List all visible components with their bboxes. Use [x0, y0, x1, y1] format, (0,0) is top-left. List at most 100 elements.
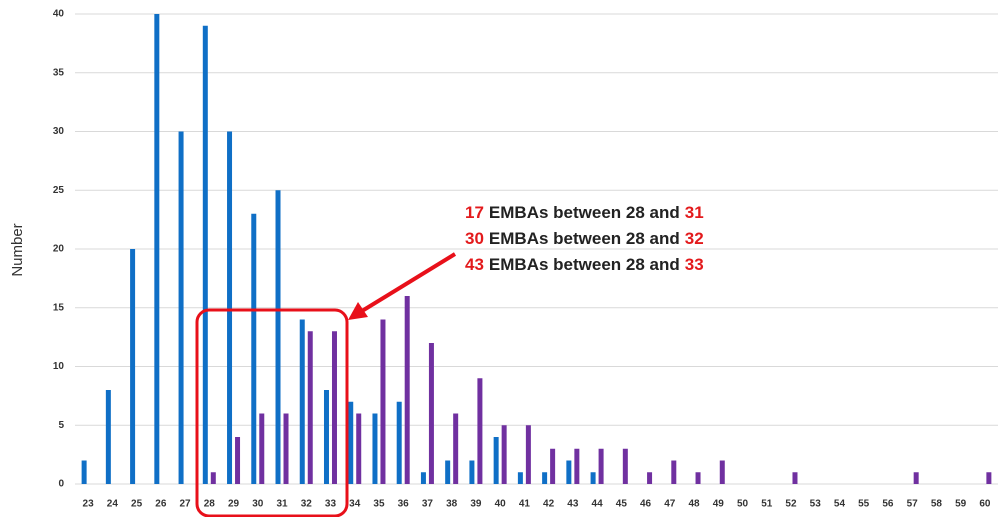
y-tick-label: 30	[53, 126, 65, 137]
bar	[542, 472, 548, 484]
bar	[210, 472, 216, 484]
annotation-text: EMBAs between 28 and	[489, 255, 680, 274]
arrow	[360, 252, 457, 313]
bar	[792, 472, 798, 484]
annotation-end: 31	[685, 203, 704, 222]
bar	[428, 343, 434, 484]
bar	[307, 331, 313, 484]
bar	[986, 472, 992, 484]
y-tick-label: 10	[53, 361, 65, 372]
bar	[719, 460, 725, 484]
x-tick-label: 60	[979, 499, 991, 510]
bar	[283, 413, 289, 484]
bar	[501, 425, 507, 484]
annotation-count: 17	[465, 203, 484, 222]
arrow-head	[348, 302, 368, 320]
bar	[259, 413, 265, 484]
bar	[469, 460, 475, 484]
bar	[227, 131, 233, 484]
bar	[202, 25, 208, 484]
x-tick-label: 55	[858, 499, 870, 510]
bar	[574, 448, 580, 484]
annotation-text: EMBAs between 28 and	[489, 229, 680, 248]
x-tick-label: 43	[567, 499, 579, 510]
x-tick-label: 37	[422, 499, 434, 510]
bar	[348, 401, 354, 484]
bar	[445, 460, 451, 484]
bar	[550, 448, 556, 484]
x-tick-label: 30	[252, 499, 264, 510]
bar	[154, 14, 160, 484]
x-tick-label: 54	[834, 499, 846, 510]
x-tick-label: 33	[325, 499, 337, 510]
x-tick-label: 59	[955, 499, 967, 510]
bar	[517, 472, 523, 484]
x-tick-label: 56	[882, 499, 894, 510]
x-tick-label: 52	[785, 499, 797, 510]
bar	[275, 190, 281, 484]
x-tick-label: 42	[543, 499, 555, 510]
x-tick-label: 31	[276, 499, 288, 510]
x-tick-label: 57	[907, 499, 919, 510]
x-tick-label: 23	[83, 499, 95, 510]
x-tick-label: 41	[519, 499, 531, 510]
x-tick-label: 27	[180, 499, 192, 510]
annotation-line: 30 EMBAs between 28 and 32	[465, 229, 704, 248]
bar	[178, 131, 184, 484]
bar	[493, 437, 499, 484]
annotation-text: EMBAs between 28 and	[489, 203, 680, 222]
highlight-box	[195, 308, 349, 517]
bar	[913, 472, 919, 484]
bar	[396, 401, 402, 484]
x-tick-label: 47	[664, 499, 676, 510]
bar	[598, 448, 604, 484]
bar	[130, 249, 136, 484]
bar	[622, 448, 628, 484]
y-tick-label: 35	[53, 67, 65, 78]
annotation: 17 EMBAs between 28 and 31 30 EMBAs between …	[465, 203, 704, 274]
x-tick-label: 38	[446, 499, 458, 510]
annotation-end: 33	[685, 255, 704, 274]
x-tick-label: 24	[107, 499, 119, 510]
x-tick-label: 26	[155, 499, 167, 510]
bar	[372, 413, 378, 484]
y-tick-label: 20	[53, 244, 65, 255]
bar	[81, 460, 87, 484]
annotation-line: 17 EMBAs between 28 and 31	[465, 203, 704, 222]
bar	[590, 472, 596, 484]
x-tick-label: 46	[640, 499, 652, 510]
y-tick-label: 40	[53, 9, 65, 20]
annotation-count: 30	[465, 229, 484, 248]
bar	[323, 390, 329, 484]
y-tick-label: 5	[58, 420, 64, 431]
bar	[671, 460, 677, 484]
y-axis-label: Number	[9, 223, 26, 276]
x-tick-label: 40	[495, 499, 507, 510]
x-tick-label: 45	[616, 499, 628, 510]
x-tick-label: 58	[931, 499, 943, 510]
annotation-end: 32	[685, 229, 704, 248]
y-tick-label: 15	[53, 302, 65, 313]
bar	[235, 437, 241, 484]
annotation-count: 43	[465, 255, 484, 274]
x-tick-label: 34	[349, 499, 361, 510]
bar	[380, 319, 386, 484]
bar	[566, 460, 572, 484]
annotation-line: 43 EMBAs between 28 and 33	[465, 255, 704, 274]
x-tick-label: 29	[228, 499, 240, 510]
x-tick-label: 49	[713, 499, 725, 510]
bar	[251, 213, 257, 484]
x-tick-label: 48	[688, 499, 700, 510]
x-tick-label: 35	[373, 499, 385, 510]
x-tick-label: 28	[204, 499, 216, 510]
x-tick-label: 36	[398, 499, 410, 510]
bar	[695, 472, 701, 484]
plot-area: 0 5 10 15 20 25 30 35 40 23 24 25 26 27 28 29 30 31 32 33 34…	[53, 9, 998, 510]
bar	[477, 378, 483, 484]
x-tick-label: 50	[737, 499, 749, 510]
y-tick-label: 25	[53, 185, 65, 196]
bar	[525, 425, 531, 484]
y-tick-label: 0	[58, 479, 64, 490]
bar	[105, 390, 111, 484]
